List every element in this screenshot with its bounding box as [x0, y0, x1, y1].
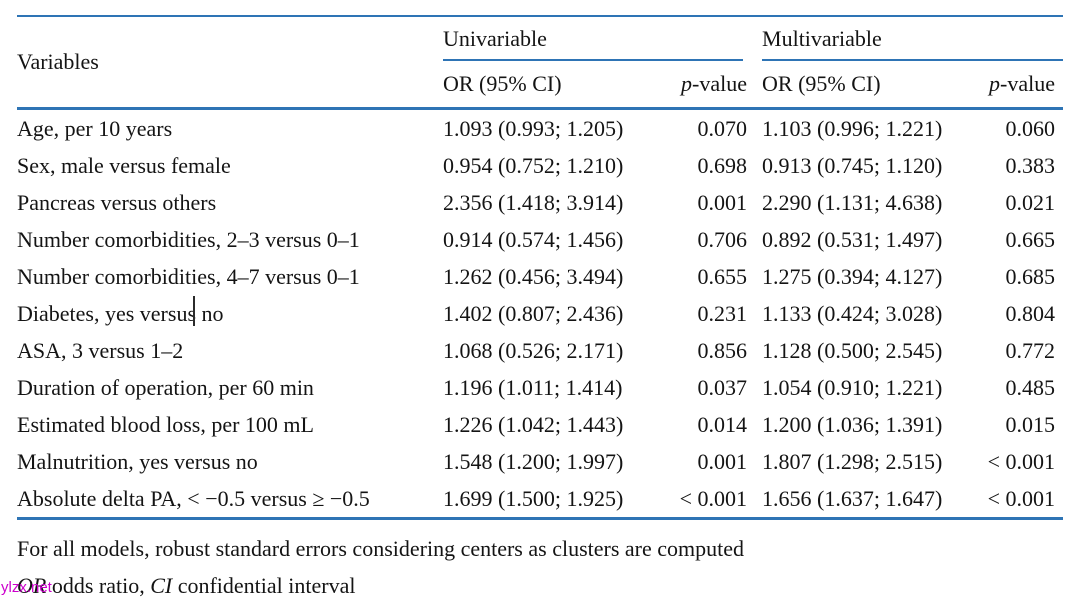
multivariable-group-label: Multivariable: [762, 26, 882, 51]
univariable-or-cell: 1.196 (1.011; 1.414): [443, 374, 623, 400]
table-row: Estimated blood loss, per 100 mL 1.226 (…: [17, 406, 1063, 443]
multivariable-p-cell: < 0.001: [987, 448, 1056, 474]
watermark: ylzx.net: [1, 579, 52, 596]
univariable-or-cell: 1.699 (1.500; 1.925): [443, 485, 624, 511]
header-group-row: Variables Univariable Multivariable: [17, 16, 1064, 74]
univariable-or-cell: 1.402 (0.807; 2.436): [443, 300, 624, 326]
univariable-p-cell: < 0.001: [679, 485, 748, 511]
variable-cell: Sex, male versus female: [17, 152, 231, 178]
multivariable-p-cell: < 0.001: [987, 485, 1056, 511]
multivariable-or-cell: 1.200 (1.036; 1.391): [762, 411, 943, 437]
univariable-p-cell: 0.655: [697, 263, 748, 289]
univariable-p-cell: 0.070: [697, 115, 748, 141]
variable-cell: Duration of operation, per 60 min: [17, 374, 314, 400]
table-row: Number comorbidities, 2–3 versus 0–1 0.9…: [17, 221, 1063, 258]
univariable-group-header: Univariable: [443, 16, 747, 61]
table-row: ASA, 3 versus 1–2 1.068 (0.526; 2.171) 0…: [17, 332, 1063, 369]
multivariable-p-cell: 0.383: [1005, 152, 1056, 178]
univariable-underline: [443, 59, 744, 61]
univariable-p-value-header: p-value: [681, 71, 748, 96]
univariable-p-cell: 0.706: [697, 226, 748, 252]
multivariable-or-cell: 0.892 (0.531; 1.497): [762, 226, 943, 252]
table-row: Duration of operation, per 60 min 1.196 …: [17, 369, 1063, 406]
univariable-or-cell: 0.954 (0.752; 1.210): [443, 152, 624, 178]
multivariable-or-cell: 1.275 (0.394; 4.127): [762, 263, 943, 289]
univariable-p-cell: 0.001: [697, 189, 748, 215]
multivariable-or-cell: 1.656 (1.637; 1.647): [762, 485, 943, 511]
multivariable-or-cell: 1.807 (1.298; 2.515): [762, 448, 943, 474]
multivariable-or-cell: 1.103 (0.996; 1.221): [762, 115, 943, 141]
multivariable-p-cell: 0.772: [1005, 337, 1056, 363]
multivariable-or-cell: 0.913 (0.745; 1.120): [762, 152, 943, 178]
univariable-p-cell: 0.037: [697, 374, 748, 400]
multivariable-or-cell: 1.054 (0.910; 1.221): [762, 374, 943, 400]
univariable-p-cell: 0.856: [697, 337, 748, 363]
variable-cell: Absolute delta PA, < −0.5 versus ≥ −0.5: [17, 485, 370, 511]
variable-cell: Pancreas versus others: [17, 189, 217, 215]
table-body: Age, per 10 years 1.093 (0.993; 1.205) 0…: [17, 109, 1064, 519]
multivariable-or-cell: 2.290 (1.131; 4.638): [762, 189, 943, 215]
multivariable-p-cell: 0.021: [1005, 189, 1056, 215]
variable-cell: Estimated blood loss, per 100 mL: [17, 411, 314, 437]
table-row: Absolute delta PA, < −0.5 versus ≥ −0.5 …: [17, 480, 1063, 519]
univariable-or-cell: 1.262 (0.456; 3.494): [443, 263, 624, 289]
table-row: Age, per 10 years 1.093 (0.993; 1.205) 0…: [17, 109, 1063, 148]
text-cursor: [193, 296, 195, 326]
univariable-or-cell: 2.356 (1.418; 3.914): [443, 189, 624, 215]
ci-abbrev: CI: [150, 573, 173, 598]
or-abbrev: OR: [17, 573, 47, 598]
multivariable-p-value-header: p-value: [989, 71, 1056, 96]
univariable-p-cell: 0.014: [697, 411, 748, 437]
table-row: Malnutrition, yes versus no 1.548 (1.200…: [17, 443, 1063, 480]
footnote-abbreviations: OR odds ratio, CI confidential interval: [17, 573, 356, 598]
multivariable-group-header: Multivariable: [747, 16, 1064, 61]
multivariable-or-cell: 1.128 (0.500; 2.545): [762, 337, 943, 363]
regression-results-table: Variables Univariable Multivariable OR (…: [17, 15, 1064, 520]
univariable-p-cell: 0.231: [697, 300, 748, 326]
univariable-or-cell: 1.548 (1.200; 1.997): [443, 448, 624, 474]
header-sub-row: OR (95% CI) p-value OR (95% CI) p-value: [17, 61, 1063, 109]
table-footnotes: For all models, robust standard errors c…: [17, 530, 744, 604]
univariable-or-cell: 1.068 (0.526; 2.171): [443, 337, 624, 363]
table-row: Sex, male versus female 0.954 (0.752; 1.…: [17, 147, 1063, 184]
variable-cell: Age, per 10 years: [17, 115, 173, 141]
multivariable-p-cell: 0.685: [1005, 263, 1056, 289]
table-row: Pancreas versus others 2.356 (1.418; 3.9…: [17, 184, 1063, 221]
variable-cell: ASA, 3 versus 1–2: [17, 337, 184, 363]
univariable-group-label: Univariable: [443, 26, 547, 51]
table-row: Diabetes, yes versus no 1.402 (0.807; 2.…: [17, 295, 1063, 332]
multivariable-or-ci-header: OR (95% CI): [762, 71, 881, 96]
table-row: Number comorbidities, 4–7 versus 0–1 1.2…: [17, 258, 1063, 295]
variable-cell: Diabetes, yes versus no: [17, 300, 224, 326]
multivariable-p-cell: 0.015: [1005, 411, 1056, 437]
multivariable-or-cell: 1.133 (0.424; 3.028): [762, 300, 943, 326]
variable-cell: Number comorbidities, 4–7 versus 0–1: [17, 263, 360, 289]
univariable-p-cell: 0.001: [697, 448, 748, 474]
multivariable-p-cell: 0.665: [1005, 226, 1056, 252]
univariable-or-cell: 1.093 (0.993; 1.205): [443, 115, 624, 141]
variable-cell: Number comorbidities, 2–3 versus 0–1: [17, 226, 360, 252]
univariable-or-cell: 1.226 (1.042; 1.443): [443, 411, 624, 437]
footnote-models: For all models, robust standard errors c…: [17, 536, 745, 561]
univariable-p-cell: 0.698: [697, 152, 748, 178]
multivariable-underline: [762, 59, 1064, 61]
variables-column-header: Variables: [17, 49, 99, 74]
multivariable-p-cell: 0.060: [1005, 115, 1056, 141]
univariable-or-cell: 0.914 (0.574; 1.456): [443, 226, 624, 252]
variable-cell: Malnutrition, yes versus no: [17, 448, 258, 474]
multivariable-p-cell: 0.485: [1005, 374, 1056, 400]
multivariable-p-cell: 0.804: [1005, 300, 1056, 326]
univariable-or-ci-header: OR (95% CI): [443, 71, 562, 96]
table-header: Variables Univariable Multivariable OR (…: [17, 16, 1064, 109]
